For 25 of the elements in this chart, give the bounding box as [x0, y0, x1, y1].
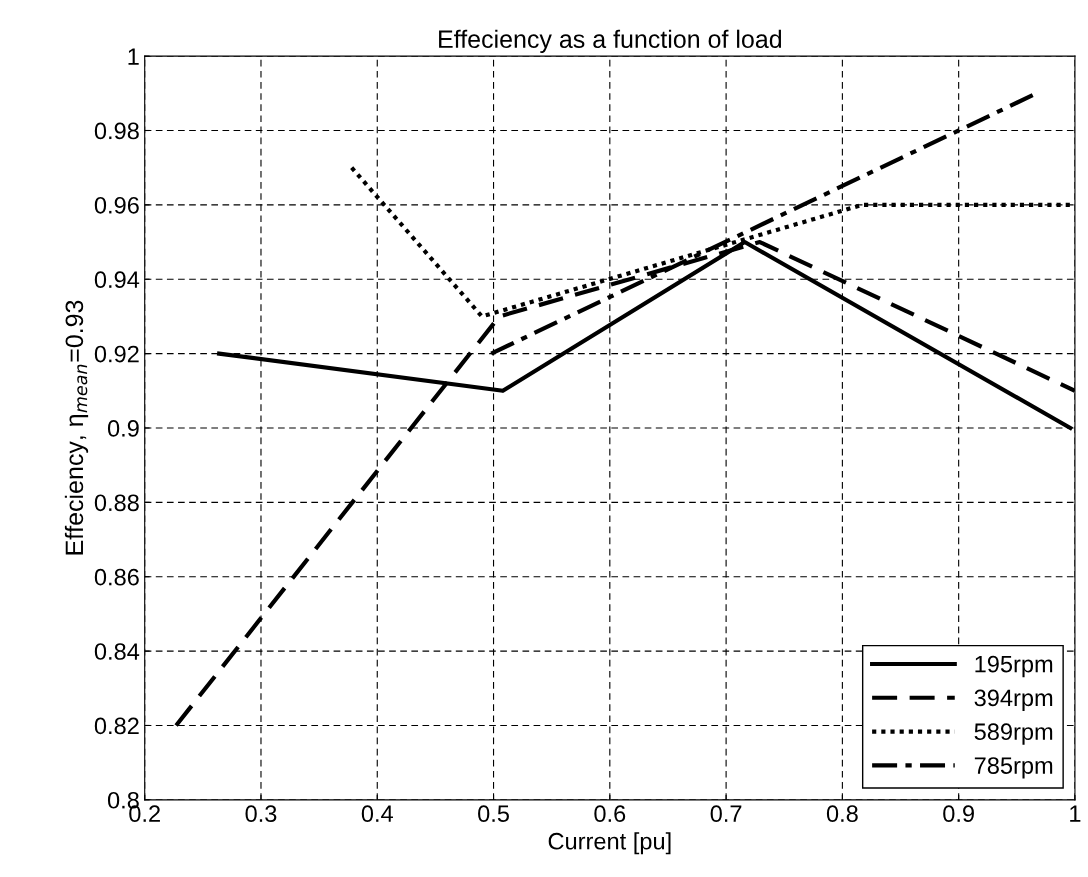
x-tick-label: 0.4: [361, 805, 393, 823]
y-tick-label: 0.82: [94, 717, 139, 735]
x-tick-label: 0.3: [245, 805, 277, 823]
x-tick-label: 1: [1070, 805, 1081, 822]
y-tick-label: 0.96: [94, 196, 139, 214]
x-axis-title: Current [pu]: [548, 832, 671, 855]
y-tick-label: 0.84: [94, 643, 140, 660]
y-tick-label: 0.98: [94, 122, 139, 140]
x-tick-label: 0.7: [710, 805, 742, 823]
y-tick-label: 0.9: [107, 420, 139, 437]
x-tick-label: 0.6: [594, 805, 626, 823]
x-tick-label: 0.8: [826, 805, 858, 823]
chart-title: Effeciency as a function of load: [439, 29, 782, 53]
legend-label: 785rpm: [974, 757, 1053, 779]
x-tick-label: 0.5: [478, 805, 509, 823]
legend-label: 394rpm: [974, 689, 1053, 711]
y-axis-title: Effeciency, η$_{mean}$=0.93: [64, 300, 89, 555]
y-tick-label: 0.86: [94, 568, 139, 586]
legend-label: 195rpm: [975, 655, 1053, 678]
y-tick-label: 0.94: [94, 271, 140, 289]
y-tick-label: 0.88: [94, 494, 139, 512]
x-tick-label: 0.9: [943, 805, 974, 823]
y-tick-label: 1: [128, 48, 139, 65]
y-tick-label: 0.92: [94, 345, 139, 363]
legend-label: 589rpm: [974, 723, 1053, 745]
